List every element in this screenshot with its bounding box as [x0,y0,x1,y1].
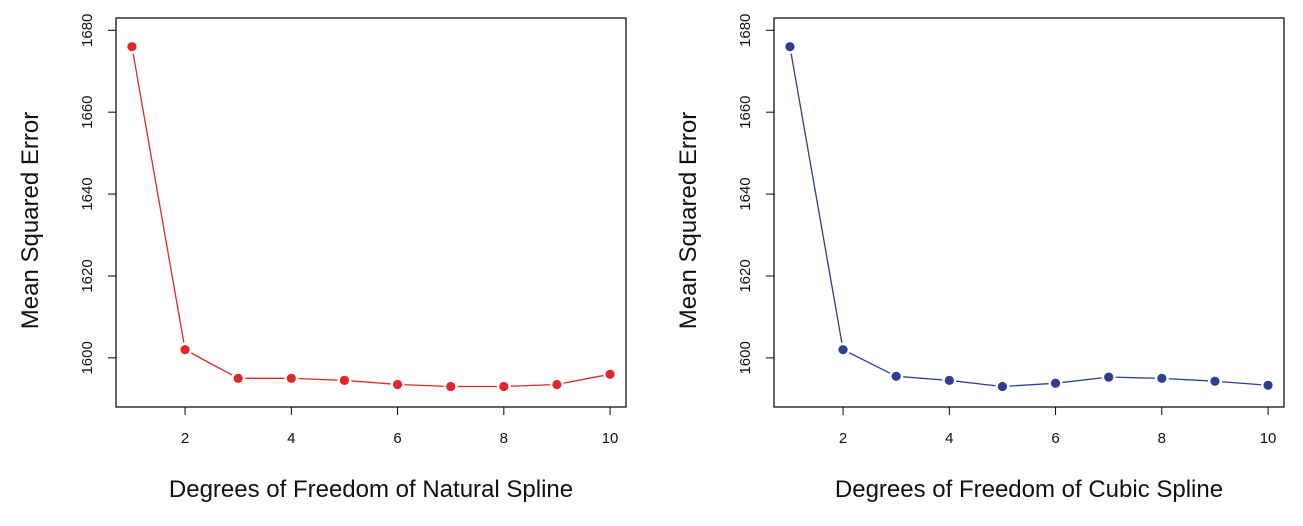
cubic-data-point [838,345,848,355]
natural-y-tick-label: 1600 [79,341,96,374]
natural-x-tick-label: 8 [500,430,508,447]
cubic-plot-frame [773,17,1285,408]
natural-series-segment [510,384,550,387]
natural-series-segment [132,53,185,343]
cubic-x-tick-label: 4 [945,430,953,447]
natural-x-tick-label: 4 [287,430,295,447]
natural-x-tick-label: 10 [602,430,619,447]
cubic-data-point [891,371,901,381]
cubic-x-tick-label: 2 [839,430,847,447]
natural-y-tick-label: 1640 [79,177,96,210]
natural-x-axis-title: Degrees of Freedom of Natural Spline [169,476,573,503]
natural-data-point [339,375,350,385]
natural-data-point [392,379,403,390]
natural-series-segment [190,352,233,376]
cubic-y-tick-label: 1600 [737,341,754,374]
cubic-series-segment [1221,381,1262,386]
cubic-y-tick-label: 1660 [737,95,754,128]
cubic-series-segment [1115,376,1155,379]
cubic-series-segment [790,53,843,343]
natural-data-point [233,373,243,383]
natural-series-segment [404,384,444,387]
cubic-x-tick-label: 6 [1051,430,1059,447]
natural-spline-panel: 2 4 6 8 10 1600 1620 1640 1660 1680 Degrees of Fre… [17,14,627,503]
cubic-x-tick-label: 8 [1158,430,1166,447]
natural-x-tick-label: 2 [181,430,189,447]
cubic-series-segment [956,380,996,387]
natural-y-tick-label: 1660 [79,95,96,128]
cubic-series-segment [1168,378,1208,382]
natural-series-segment [298,377,338,381]
cubic-spline-panel: 2 4 6 8 10 1600 1620 1640 1660 1680 Degrees of Fre… [675,14,1285,503]
cubic-data-point [1104,372,1114,382]
natural-data-point [552,379,562,390]
natural-y-axis-title: Mean Squared Error [17,112,44,329]
natural-data-point [286,373,296,383]
cubic-data-point [997,381,1008,392]
natural-y-tick-label: 1680 [79,14,96,47]
cubic-series-segment [1009,383,1049,387]
cubic-data-point [1210,376,1220,386]
cubic-x-tick-label: 10 [1260,430,1277,447]
cubic-x-axis-title: Degrees of Freedom of Cubic Spline [835,476,1223,503]
natural-data-point [605,369,615,379]
cubic-series-segment [1062,377,1102,384]
cubic-series-segment [849,352,891,374]
natural-data-point [127,42,137,52]
natural-data-point [446,381,456,392]
natural-y-tick-label: 1620 [79,259,96,292]
natural-x-tick-label: 6 [393,430,401,447]
cubic-data-point [785,42,795,52]
natural-series-segment [351,380,391,385]
natural-plot-frame [115,17,627,408]
natural-data-point [180,345,190,355]
natural-data-point [499,381,509,392]
cubic-series-segment [903,376,943,381]
cubic-y-tick-label: 1640 [737,177,754,210]
cubic-data-point [1263,380,1273,390]
cubic-data-point [944,375,954,385]
cubic-y-axis-title: Mean Squared Error [675,112,702,329]
cubic-y-tick-label: 1620 [737,259,754,292]
natural-series-segment [563,374,604,384]
cubic-data-point [1050,378,1061,388]
cubic-y-tick-label: 1680 [737,14,754,47]
cubic-data-point [1157,373,1167,383]
